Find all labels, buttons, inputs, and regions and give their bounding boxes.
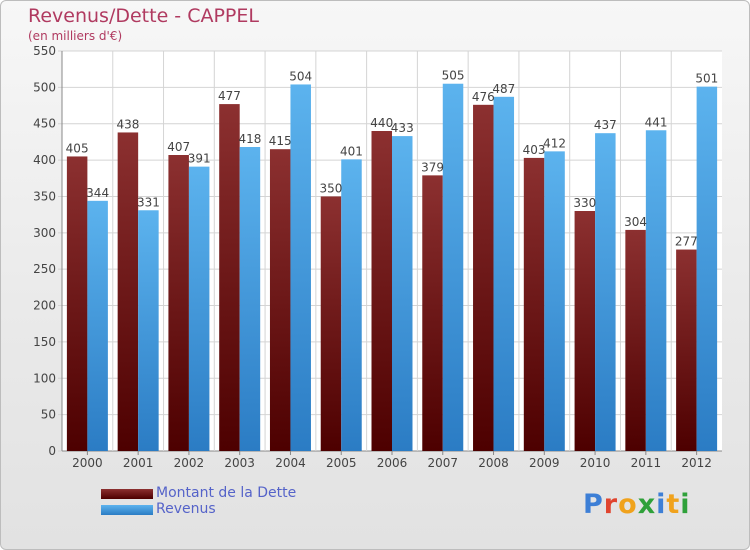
x-tick-label: 2000	[72, 456, 103, 470]
data-label-dette: 350	[320, 181, 343, 195]
data-label-revenus: 412	[543, 136, 566, 150]
y-tick-label: 150	[33, 335, 56, 349]
y-tick-label: 550	[33, 44, 56, 58]
y-tick-label: 400	[33, 153, 56, 167]
bar-revenus	[392, 136, 413, 451]
data-label-dette: 277	[675, 235, 698, 249]
bar-revenus	[595, 133, 616, 451]
logo-letter: i	[656, 489, 667, 520]
data-label-dette: 379	[421, 160, 444, 174]
y-tick-label: 500	[33, 80, 56, 94]
y-tick-label: 350	[33, 189, 56, 203]
data-label-revenus: 331	[137, 195, 160, 209]
x-tick-label: 2010	[580, 456, 611, 470]
data-label-dette: 477	[218, 89, 241, 103]
bar-revenus	[138, 210, 159, 451]
y-tick-label: 100	[33, 371, 56, 385]
x-tick-label: 2005	[326, 456, 357, 470]
bar-revenus	[696, 86, 718, 452]
y-tick-label: 250	[33, 262, 56, 276]
data-label-revenus: 487	[492, 82, 515, 96]
logo-letter: P	[583, 489, 604, 520]
bar-dette	[371, 131, 392, 451]
data-label-revenus: 441	[645, 115, 668, 129]
legend-swatch-dette	[101, 489, 153, 499]
bar-dette	[676, 249, 697, 451]
data-label-revenus: 501	[695, 72, 718, 86]
data-label-dette: 438	[116, 117, 139, 131]
y-tick-label: 200	[33, 299, 56, 313]
x-tick-label: 2002	[174, 456, 205, 470]
bar-dette	[625, 229, 646, 451]
bar-dette	[269, 149, 291, 451]
data-label-revenus: 391	[188, 152, 211, 166]
bar-revenus	[544, 151, 565, 451]
y-tick-label: 50	[41, 408, 56, 422]
data-label-dette: 403	[523, 143, 546, 157]
bar-dette	[422, 175, 443, 451]
proxiti-logo: Proxiti	[583, 489, 691, 520]
bar-dette	[320, 196, 342, 451]
bar-revenus	[87, 200, 108, 451]
x-tick-label: 2004	[275, 456, 306, 470]
data-label-dette: 304	[624, 215, 647, 229]
bar-dette	[66, 156, 88, 452]
bar-revenus	[188, 166, 210, 452]
logo-letter: x	[637, 489, 657, 520]
bar-dette	[219, 104, 240, 451]
legend-label-revenus: Revenus	[156, 501, 216, 517]
y-tick-label: 0	[48, 444, 56, 458]
x-tick-label: 2009	[529, 456, 560, 470]
bar-revenus	[290, 84, 311, 452]
data-label-revenus: 433	[391, 121, 414, 135]
x-tick-label: 2006	[377, 456, 408, 470]
bar-dette	[523, 157, 545, 451]
bar-dette	[168, 155, 189, 451]
y-tick-label: 300	[33, 226, 56, 240]
x-tick-label: 2011	[631, 456, 662, 470]
data-label-revenus: 344	[86, 186, 109, 200]
logo-letter: r	[603, 489, 619, 520]
data-label-dette: 405	[66, 141, 89, 155]
bar-dette	[473, 104, 494, 452]
data-label-revenus: 505	[442, 69, 465, 83]
x-tick-label: 2001	[123, 456, 154, 470]
bar-revenus	[239, 147, 261, 451]
data-label-dette: 476	[472, 90, 495, 104]
bar-revenus	[442, 83, 464, 452]
x-tick-label: 2003	[224, 456, 255, 470]
legend-label-dette: Montant de la Dette	[156, 485, 297, 501]
data-label-dette: 440	[370, 116, 393, 130]
data-label-dette: 415	[269, 134, 292, 148]
bar-dette	[117, 132, 139, 452]
bar-revenus	[645, 130, 667, 452]
chart-subtitle: (en milliers d'€)	[28, 29, 123, 43]
logo-letter: i	[680, 489, 691, 520]
data-label-dette: 330	[573, 196, 596, 210]
x-tick-label: 2007	[427, 456, 458, 470]
logo-letter: t	[666, 489, 681, 520]
bar-revenus	[341, 159, 362, 451]
legend-swatch-revenus	[101, 505, 153, 515]
y-tick-label: 450	[33, 117, 56, 131]
x-tick-label: 2012	[681, 456, 712, 470]
chart-title: Revenus/Dette - CAPPEL	[28, 5, 259, 27]
x-tick-label: 2008	[478, 456, 509, 470]
data-label-revenus: 504	[289, 69, 312, 83]
data-label-revenus: 401	[340, 144, 363, 158]
bar-dette	[574, 211, 596, 451]
data-label-revenus: 418	[238, 132, 261, 146]
logo-letter: o	[618, 489, 638, 520]
bar-revenus	[493, 96, 515, 452]
data-label-dette: 407	[167, 140, 190, 154]
data-label-revenus: 437	[594, 118, 617, 132]
